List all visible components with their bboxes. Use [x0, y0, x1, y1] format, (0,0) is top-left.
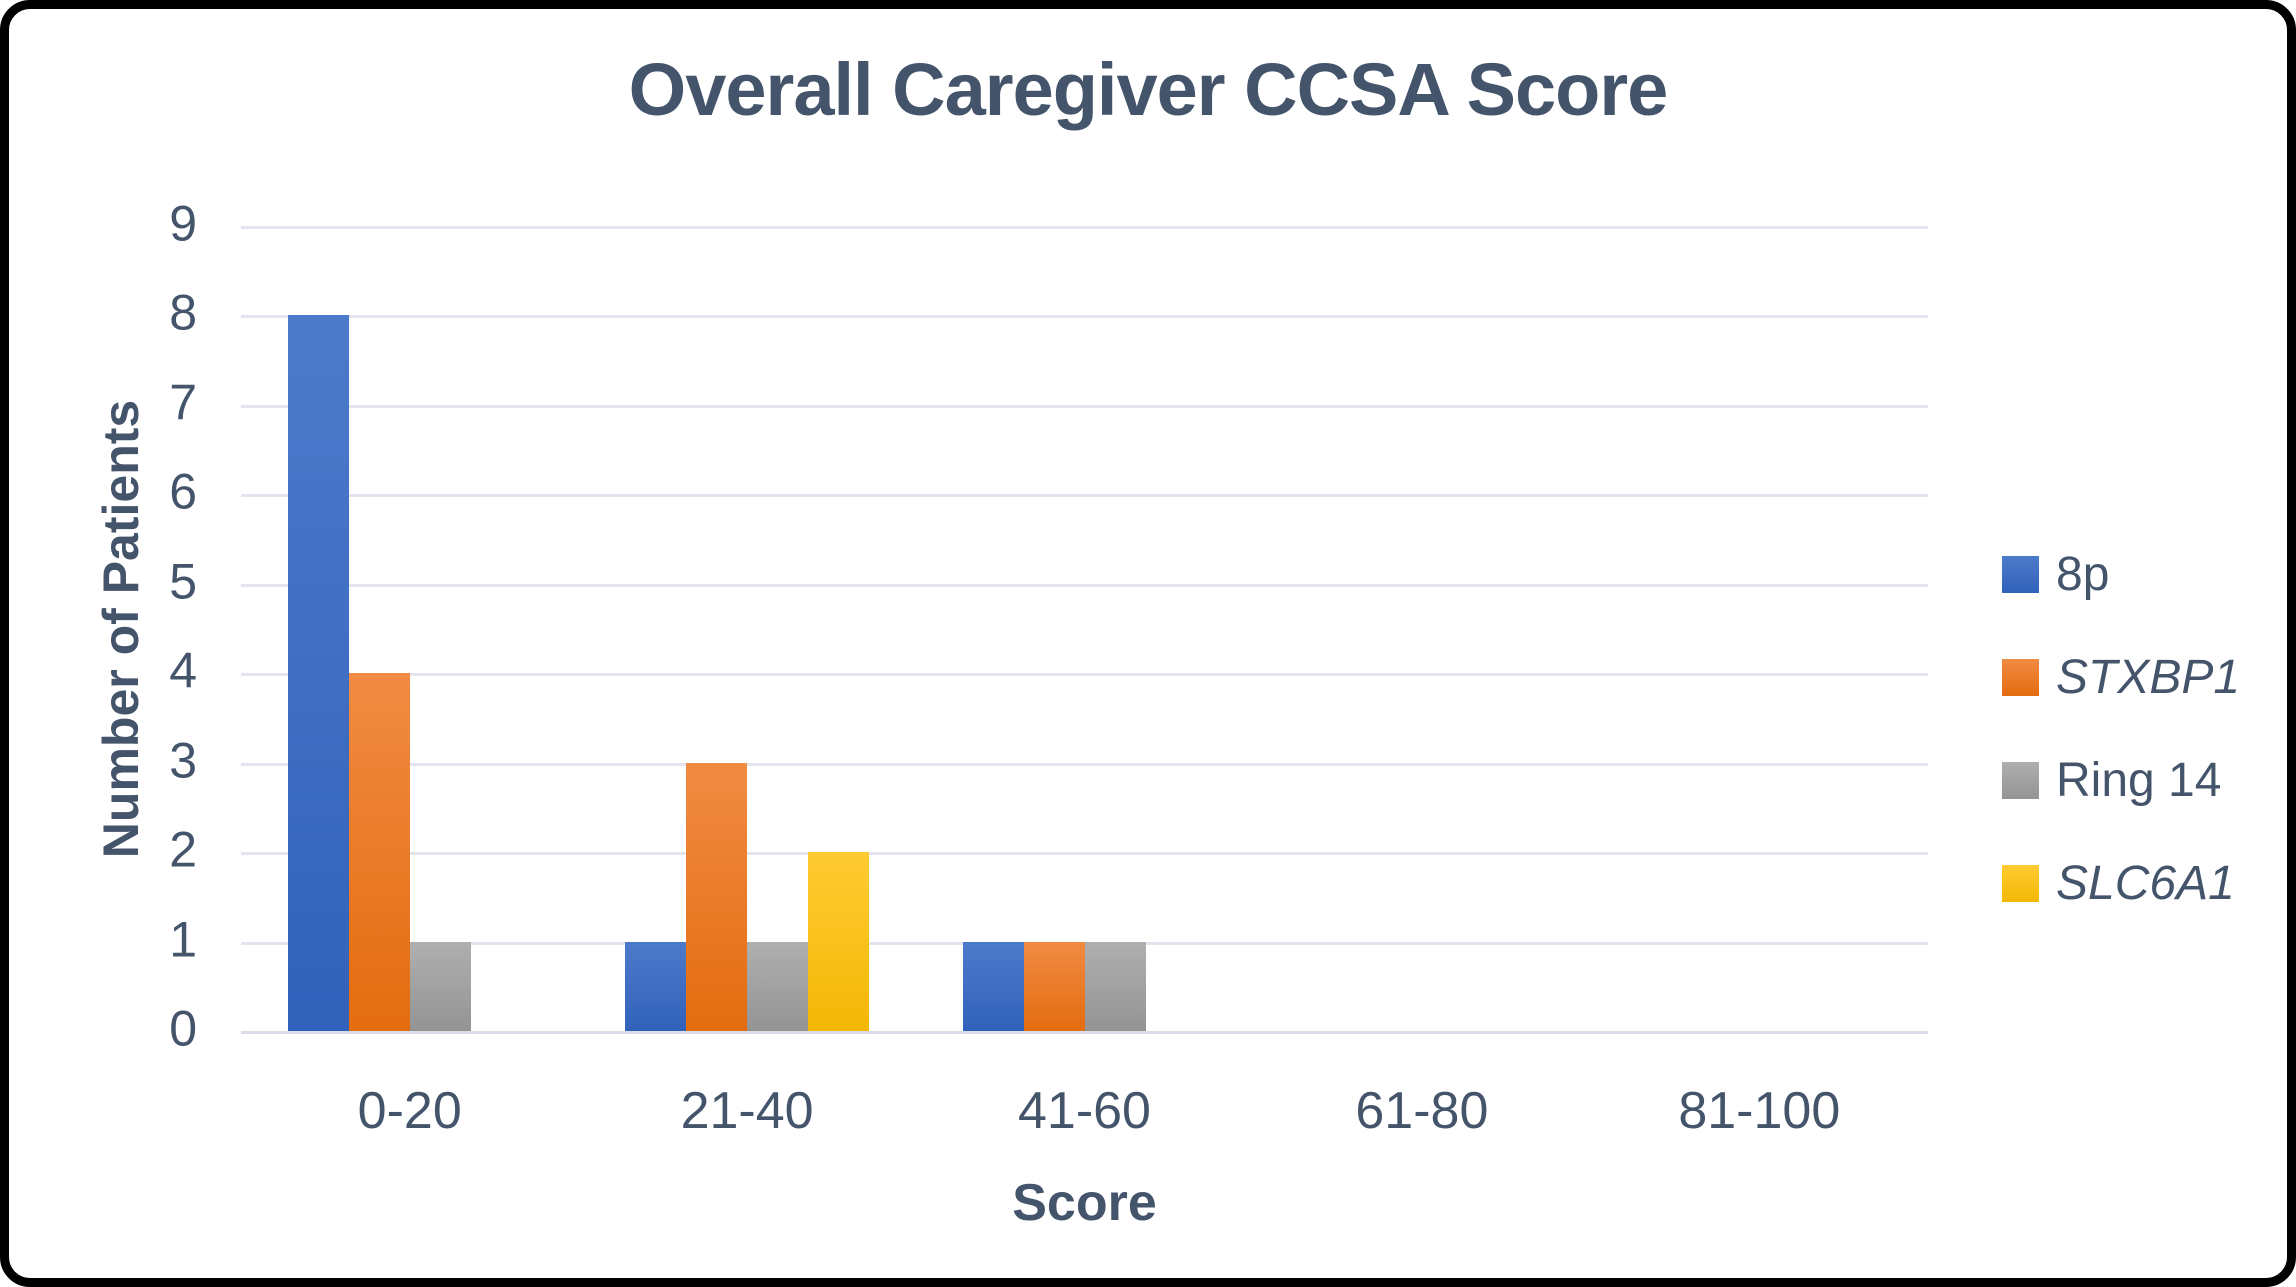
- x-axis-title: Score: [1012, 1174, 1157, 1232]
- legend-item-ring-14: Ring 14: [2002, 752, 2240, 809]
- y-tick-label-7: 7: [169, 374, 197, 431]
- y-tick-label-8: 8: [169, 285, 197, 342]
- bar-ring-14-41-60: [1084, 941, 1146, 1031]
- y-tick-label-0: 0: [169, 1000, 197, 1057]
- bar-8p-21-40: [625, 941, 687, 1031]
- legend-swatch-icon: [2002, 762, 2039, 799]
- x-category-label-81-100: 81-100: [1678, 1082, 1841, 1140]
- y-tick-label-3: 3: [169, 732, 197, 789]
- bar-stxbp1-0-20: [348, 673, 410, 1031]
- x-category-label-0-20: 0-20: [357, 1082, 462, 1140]
- gridline-3: [241, 762, 1928, 766]
- bar-ring-14-21-40: [747, 941, 809, 1031]
- bar-8p-0-20: [287, 315, 349, 1031]
- y-tick-label-4: 4: [169, 642, 197, 699]
- legend-item-8p: 8p: [2002, 546, 2240, 603]
- legend: 8p STXBP1 Ring 14 SLC6A1: [2002, 546, 2240, 958]
- y-tick-label-5: 5: [169, 553, 197, 610]
- legend-item-stxbp1: STXBP1: [2002, 649, 2240, 706]
- y-tick-label-2: 2: [169, 821, 197, 878]
- legend-swatch-icon: [2002, 659, 2039, 696]
- gridline-2: [241, 852, 1928, 856]
- legend-swatch-icon: [2002, 556, 2039, 593]
- bar-stxbp1-21-40: [686, 762, 748, 1031]
- gridline-8: [241, 315, 1928, 319]
- legend-label: 8p: [2056, 548, 2110, 601]
- gridline-6: [241, 494, 1928, 498]
- legend-label: Ring 14: [2056, 754, 2222, 807]
- gridline-7: [241, 404, 1928, 408]
- chart-title: Overall Caregiver CCSA Score: [628, 48, 1669, 131]
- bar-ring-14-0-20: [409, 941, 471, 1031]
- bar-8p-41-60: [962, 941, 1024, 1031]
- y-tick-label-9: 9: [169, 195, 197, 252]
- gridline-4: [241, 673, 1928, 677]
- legend-item-slc6a1: SLC6A1: [2002, 855, 2240, 912]
- x-category-label-41-60: 41-60: [1017, 1082, 1151, 1140]
- gridline-5: [241, 583, 1928, 587]
- legend-label: STXBP1: [2056, 651, 2241, 704]
- x-category-label-21-40: 21-40: [680, 1082, 814, 1140]
- x-category-label-61-80: 61-80: [1355, 1082, 1489, 1140]
- y-tick-label-6: 6: [169, 464, 197, 521]
- plot-area: [241, 226, 1928, 1034]
- bar-stxbp1-41-60: [1023, 941, 1085, 1031]
- bar-slc6a1-21-40: [808, 852, 870, 1031]
- gridline-9: [241, 226, 1928, 229]
- y-tick-label-1: 1: [169, 911, 197, 968]
- legend-swatch-icon: [2002, 865, 2039, 902]
- legend-label: SLC6A1: [2056, 857, 2235, 910]
